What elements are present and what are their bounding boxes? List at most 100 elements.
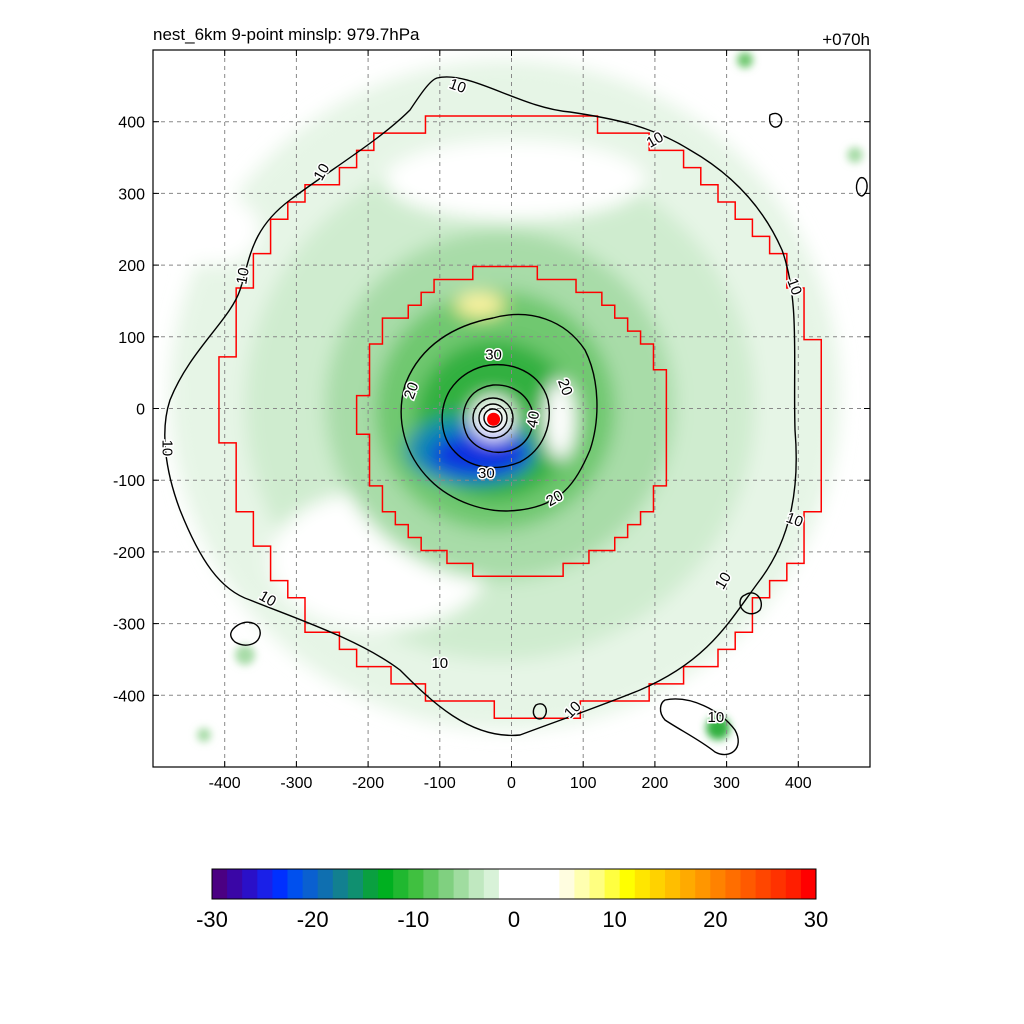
- contour-island-3: [659, 698, 739, 756]
- colorbar-swatch: [363, 869, 379, 899]
- contour-eye-3: [483, 408, 503, 428]
- contour-label: 10: [233, 266, 253, 285]
- contour-island-6: [855, 177, 868, 197]
- contour-island-1: [230, 621, 261, 646]
- shaded-field: [170, 60, 840, 730]
- colorbar-swatch: [302, 869, 319, 899]
- colorbar-tick-label: -20: [297, 907, 329, 932]
- colorbar-swatch: [574, 869, 590, 899]
- contour-label: 10: [431, 655, 448, 672]
- contour-30: [441, 363, 550, 469]
- x-tick-label: -100: [424, 775, 456, 792]
- storm-center-marker: [487, 412, 501, 426]
- colorbar-tick-label: 30: [804, 907, 828, 932]
- x-tick-label: -200: [352, 775, 384, 792]
- x-tick-label: 0: [507, 775, 516, 792]
- colorbar-tick-label: -10: [397, 907, 429, 932]
- colorbar-swatch: [665, 869, 681, 899]
- colorbar-swatch: [242, 869, 258, 899]
- contour-island-5: [532, 703, 547, 720]
- colorbar-swatch: [544, 869, 560, 899]
- colorbar-swatch: [770, 869, 787, 899]
- colorbar-swatch: [272, 869, 288, 899]
- colorbar-swatch: [227, 869, 243, 899]
- contour-label: 30: [478, 465, 495, 482]
- x-tick-label: -400: [209, 775, 241, 792]
- colorbar-swatch: [498, 869, 515, 899]
- plot-area: [153, 50, 870, 767]
- y-tick-label: 400: [118, 115, 145, 132]
- contour-lines: [164, 76, 868, 756]
- x-tick-label: 300: [713, 775, 740, 792]
- colorbar-swatch: [378, 869, 394, 899]
- contour-10: [164, 76, 797, 737]
- colorbar-swatch: [755, 869, 772, 899]
- contour-label: 10: [708, 709, 725, 726]
- colorbar-swatch: [800, 869, 817, 899]
- colorbar-swatch: [408, 869, 424, 899]
- x-tick-label: -300: [280, 775, 312, 792]
- nest-boundaries: [218, 115, 822, 719]
- speckle-field: [197, 52, 863, 742]
- x-axis: -400 -300 -200 -100 0 100 200 300 400: [209, 50, 812, 792]
- colorbar-swatch: [423, 869, 439, 899]
- colorbar-swatch: [453, 869, 470, 899]
- colorbar-swatch: [710, 869, 726, 899]
- colorbar-swatch: [393, 869, 409, 899]
- colorbar-tick-label: 10: [602, 907, 626, 932]
- y-tick-label: 100: [118, 330, 145, 347]
- colorbar-swatch: [347, 869, 364, 899]
- contour-eye-2: [478, 403, 508, 433]
- contour-eye-1: [472, 397, 514, 439]
- x-tick-label: 200: [642, 775, 669, 792]
- colorbar-swatch: [634, 869, 651, 899]
- contour-label: 30: [485, 347, 502, 364]
- colorbar-swatch: [529, 869, 545, 899]
- contour-island-2: [739, 592, 762, 615]
- x-tick-label: 100: [570, 775, 597, 792]
- colorbar-swatch: [589, 869, 606, 899]
- y-tick-label: -100: [113, 473, 145, 490]
- colorbar-swatch: [468, 869, 485, 899]
- colorbar-swatch: [740, 869, 757, 899]
- colorbar-swatch: [725, 869, 741, 899]
- colorbar-swatch: [438, 869, 455, 899]
- colorbar-swatch: [604, 869, 621, 899]
- chart-time-label: +070h: [822, 30, 870, 49]
- colorbar-swatch: [514, 869, 530, 899]
- colorbar-swatch: [619, 869, 636, 899]
- colorbar-swatch: [332, 869, 349, 899]
- contour-island-4: [768, 112, 783, 128]
- chart-title: nest_6km 9-point minslp: 979.7hPa: [153, 25, 420, 44]
- contour-40: [462, 384, 534, 454]
- y-axis: 400 300 200 100 0 -100 -200 -300 -400: [113, 115, 870, 705]
- y-tick-label: 300: [118, 186, 145, 203]
- x-tick-label: 400: [785, 775, 812, 792]
- contour-label: 40: [524, 410, 544, 429]
- colorbar-swatch: [559, 869, 575, 899]
- colorbar-frame: [211, 868, 817, 900]
- colorbar-tick-label: -30: [196, 907, 228, 932]
- outer-nest-boundary: [218, 115, 822, 719]
- contour-label: 10: [158, 440, 175, 457]
- colorbar-swatch: [695, 869, 711, 899]
- inner-nest-boundary: [355, 265, 668, 578]
- y-tick-label: -400: [113, 688, 145, 705]
- y-tick-label: -300: [113, 617, 145, 634]
- colorbar: -30 -20 -10 0 10 20 30: [196, 868, 828, 932]
- y-tick-label: -200: [113, 545, 145, 562]
- colorbar-swatch: [257, 869, 273, 899]
- colorbar-tick-label: 0: [508, 907, 520, 932]
- colorbar-swatch: [287, 869, 304, 899]
- colorbar-tick-label: 20: [703, 907, 727, 932]
- colorbar-swatch: [649, 869, 666, 899]
- colorbar-swatch: [785, 869, 802, 899]
- colorbar-swatch: [680, 869, 696, 899]
- y-tick-label: 200: [118, 258, 145, 275]
- y-tick-label: 0: [136, 402, 145, 419]
- colorbar-swatch: [212, 869, 228, 899]
- colorbar-swatch: [483, 869, 500, 899]
- contour-20: [400, 313, 598, 512]
- colorbar-swatch: [317, 869, 334, 899]
